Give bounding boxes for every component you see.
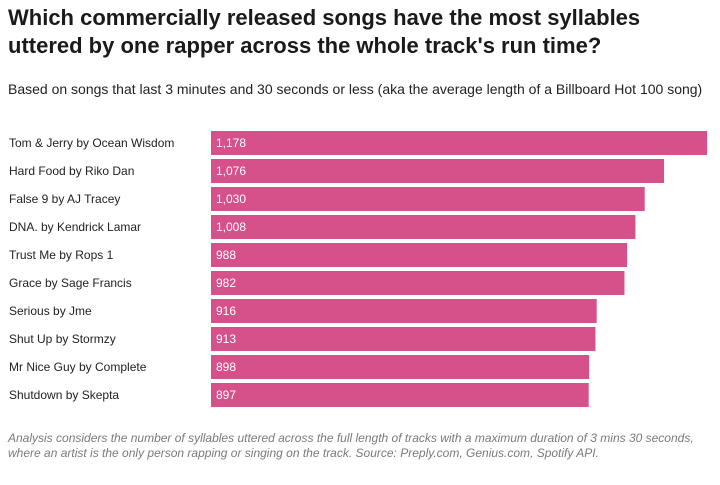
value-label: 1,076 bbox=[216, 164, 246, 178]
category-label: Shutdown by Skepta bbox=[9, 388, 119, 402]
category-label: False 9 by AJ Tracey bbox=[9, 192, 120, 206]
bar-chart: Tom & Jerry by Ocean Wisdom 1,178 Hard Foo… bbox=[9, 131, 707, 407]
bar bbox=[211, 355, 590, 379]
category-label: DNA. by Kendrick Lamar bbox=[9, 220, 141, 234]
value-label: 1,030 bbox=[216, 192, 246, 206]
value-label: 913 bbox=[216, 332, 236, 346]
chart-title: Which commercially released songs have t… bbox=[8, 5, 641, 58]
value-label: 916 bbox=[216, 304, 236, 318]
bar bbox=[211, 299, 597, 323]
chart-subtitle: Based on songs that last 3 minutes and 3… bbox=[8, 81, 703, 97]
category-label: Trust Me by Rops 1 bbox=[9, 248, 114, 262]
bar bbox=[211, 159, 665, 183]
category-label: Hard Food by Riko Dan bbox=[9, 164, 134, 178]
bar bbox=[211, 215, 636, 239]
value-label: 1,008 bbox=[216, 220, 246, 234]
value-label: 982 bbox=[216, 276, 236, 290]
value-label: 897 bbox=[216, 388, 236, 402]
category-label: Serious by Jme bbox=[9, 304, 92, 318]
chart-source-note: Analysis considers the number of syllabl… bbox=[8, 431, 694, 460]
value-label: 1,178 bbox=[216, 136, 246, 150]
bar bbox=[211, 383, 589, 407]
category-label: Grace by Sage Francis bbox=[9, 276, 132, 290]
bar bbox=[211, 271, 625, 295]
category-label: Shut Up by Stormzy bbox=[9, 332, 116, 346]
value-label: 988 bbox=[216, 248, 236, 262]
bar bbox=[211, 243, 627, 267]
value-label: 898 bbox=[216, 360, 236, 374]
bar bbox=[211, 187, 645, 211]
category-label: Tom & Jerry by Ocean Wisdom bbox=[9, 136, 174, 150]
bar bbox=[211, 131, 707, 155]
bar bbox=[211, 327, 596, 351]
category-label: Mr Nice Guy by Complete bbox=[9, 360, 147, 374]
